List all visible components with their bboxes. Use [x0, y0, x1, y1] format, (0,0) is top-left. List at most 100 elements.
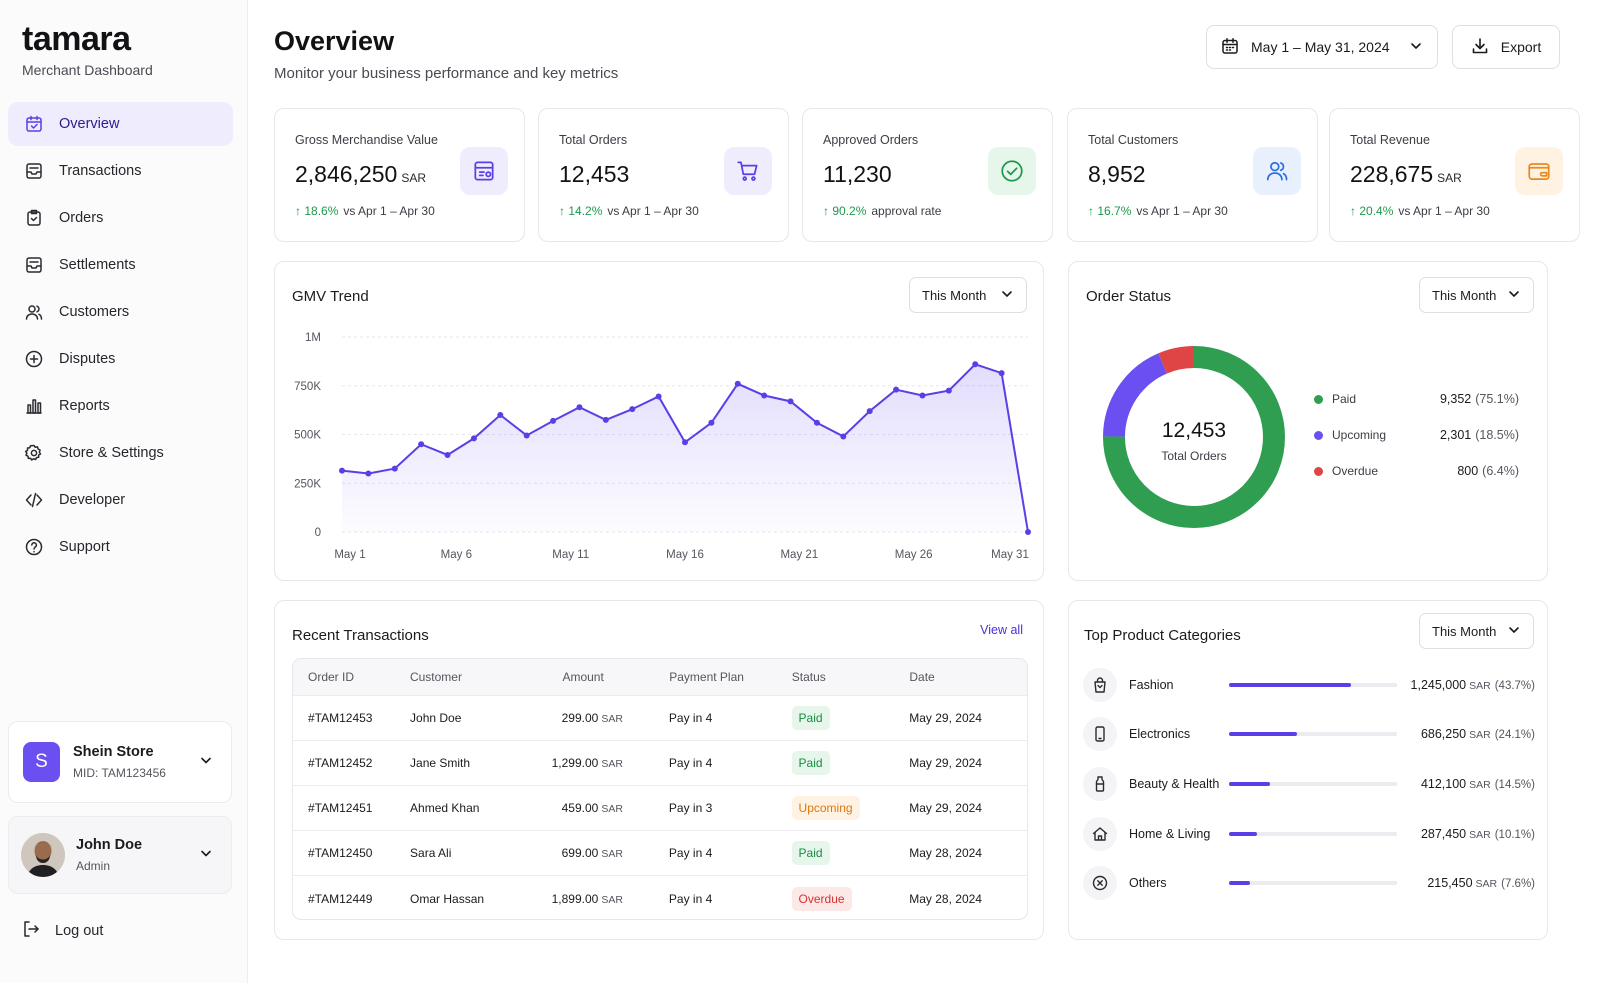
- status: Overdue: [791, 886, 910, 911]
- status: Paid: [791, 706, 910, 730]
- inbox-icon: [24, 255, 44, 275]
- gmv-data-point[interactable]: [602, 416, 609, 423]
- gmv-data-point[interactable]: [391, 465, 398, 472]
- donut-slice-upcoming[interactable]: [1103, 353, 1168, 437]
- store-mid: MID: TAM123456: [73, 766, 166, 780]
- sidebar-item-transactions[interactable]: Transactions: [8, 149, 233, 193]
- kpi-unit: SAR: [1437, 171, 1462, 185]
- category-row: Fashion 1,245,000 SAR (43.7%): [1083, 667, 1535, 703]
- gmv-data-point[interactable]: [972, 361, 979, 368]
- sidebar-item-label: Support: [59, 539, 110, 555]
- order-status-period-select[interactable]: This Month: [1419, 277, 1534, 313]
- legend-value: 2,301: [1439, 428, 1472, 442]
- categories-period-label: This Month: [1432, 623, 1497, 639]
- avatar: [21, 833, 65, 877]
- order-id[interactable]: #TAM12449: [308, 891, 373, 906]
- table-row[interactable]: #TAM12449 Omar Hassan 1,899.00 SAR Pay in 4 O…: [293, 876, 1027, 919]
- legend-item-overdue: Overdue 800 (6.4%): [1314, 464, 1519, 478]
- sidebar-item-reports[interactable]: Reports: [8, 384, 233, 428]
- kpi-label: Total Orders: [559, 133, 628, 147]
- category-bar: [1229, 881, 1397, 885]
- logout-button[interactable]: Log out: [22, 920, 103, 942]
- gmv-data-point[interactable]: [497, 412, 504, 418]
- sidebar-item-support[interactable]: Support: [8, 525, 233, 569]
- payment-plan: Pay in 4: [668, 711, 713, 725]
- gmv-data-point[interactable]: [866, 408, 873, 415]
- order-id[interactable]: #TAM12451: [308, 801, 373, 815]
- gmv-data-point[interactable]: [761, 392, 768, 399]
- brand-subtitle: Merchant Dashboard: [22, 62, 153, 78]
- gmv-period-select[interactable]: This Month: [909, 277, 1027, 313]
- gmv-data-point[interactable]: [682, 439, 688, 446]
- gmv-data-point[interactable]: [418, 441, 425, 448]
- gmv-data-point[interactable]: [998, 370, 1005, 377]
- user-name: John Doe: [76, 837, 143, 853]
- gmv-data-point[interactable]: [1025, 529, 1031, 535]
- order-id[interactable]: #TAM12450: [308, 846, 373, 860]
- chevron-down-icon: [199, 754, 213, 771]
- customer-name: Ahmed Khan: [410, 801, 480, 815]
- categories-period-select[interactable]: This Month: [1419, 613, 1534, 649]
- order-id[interactable]: #TAM12452: [308, 756, 373, 770]
- gmv-data-point[interactable]: [813, 419, 820, 426]
- chevron-down-icon: [1507, 287, 1521, 304]
- gmv-data-point[interactable]: [365, 470, 372, 477]
- gmv-data-point[interactable]: [655, 393, 662, 400]
- gmv-data-point[interactable]: [893, 386, 900, 393]
- sidebar-item-customers[interactable]: Customers: [8, 290, 233, 334]
- gmv-data-point[interactable]: [708, 419, 715, 426]
- gmv-data-point[interactable]: [945, 387, 952, 394]
- gear-icon: [24, 443, 44, 463]
- user-menu[interactable]: John Doe Admin: [8, 816, 232, 894]
- kpi-unit: SAR: [401, 171, 427, 185]
- column-header: Payment Plan: [669, 670, 744, 684]
- sidebar-item-developer[interactable]: Developer: [8, 478, 233, 522]
- sidebar-item-label: Developer: [59, 492, 126, 508]
- donut-slice-paid[interactable]: [1103, 346, 1285, 528]
- gmv-data-point[interactable]: [523, 432, 530, 439]
- order-status-card: Order Status This Month 12,453 Total Ord…: [1068, 261, 1548, 581]
- export-button[interactable]: Export: [1452, 25, 1560, 69]
- sidebar-item-store-settings[interactable]: Store & Settings: [8, 431, 233, 475]
- donut-slice-overdue[interactable]: [1158, 346, 1195, 374]
- x-tick-label: May 21: [780, 549, 818, 561]
- sidebar-item-settlements[interactable]: Settlements: [8, 243, 233, 287]
- gmv-data-point[interactable]: [576, 404, 583, 411]
- gmv-data-point[interactable]: [919, 392, 926, 399]
- status-badge: Upcoming: [791, 796, 860, 820]
- sidebar-item-orders[interactable]: Orders: [8, 196, 233, 240]
- table-row[interactable]: #TAM12451 Ahmed Khan 459.00 SAR Pay in 3 Upco…: [293, 786, 1027, 831]
- gmv-data-point[interactable]: [444, 451, 451, 458]
- category-name: Beauty & Health: [1129, 777, 1220, 791]
- gmv-data-point[interactable]: [550, 417, 557, 424]
- gmv-data-point[interactable]: [339, 467, 345, 474]
- gmv-data-point[interactable]: [470, 435, 477, 442]
- receipt-icon: [460, 147, 508, 195]
- kpi-delta: ↑ 16.7% vs Apr 1 – Apr 30: [1088, 204, 1228, 218]
- table-row[interactable]: #TAM12450 Sara Ali 699.00 SAR Pay in 4 Paid Ma…: [293, 831, 1027, 876]
- order-id[interactable]: #TAM12453: [308, 711, 373, 725]
- x-tick-label: May 11: [552, 549, 589, 561]
- category-bar: [1229, 782, 1397, 786]
- legend-label: Upcoming: [1332, 428, 1387, 442]
- x-tick-label: May 16: [666, 549, 704, 561]
- kpi-value: 8,952: [1088, 161, 1146, 187]
- date-range-picker[interactable]: May 1 – May 31, 2024: [1206, 25, 1438, 69]
- legend-dot: [1314, 394, 1323, 404]
- brand-logo[interactable]: tamara: [22, 20, 131, 58]
- gmv-data-point[interactable]: [629, 406, 636, 413]
- date: May 29, 2024: [909, 801, 982, 815]
- table-row[interactable]: #TAM12453 John Doe 299.00 SAR Pay in 4 Paid Ma…: [293, 696, 1027, 741]
- kpi-delta: ↑ 18.6% vs Apr 1 – Apr 30: [295, 204, 435, 218]
- table-row[interactable]: #TAM12452 Jane Smith 1,299.00 SAR Pay in 4 Pa…: [293, 741, 1027, 786]
- sidebar-item-overview[interactable]: Overview: [8, 102, 233, 146]
- store-switcher[interactable]: S Shein Store MID: TAM123456: [8, 721, 232, 803]
- gmv-data-point[interactable]: [787, 398, 794, 405]
- view-all-link[interactable]: View all: [980, 623, 1023, 637]
- category-bar: [1229, 683, 1397, 687]
- category-value: 1,245,000 SAR (43.7%): [1410, 678, 1535, 692]
- sidebar-item-label: Customers: [59, 304, 130, 320]
- gmv-data-point[interactable]: [840, 433, 847, 440]
- sidebar-item-disputes[interactable]: Disputes: [8, 337, 233, 381]
- gmv-data-point[interactable]: [734, 380, 741, 387]
